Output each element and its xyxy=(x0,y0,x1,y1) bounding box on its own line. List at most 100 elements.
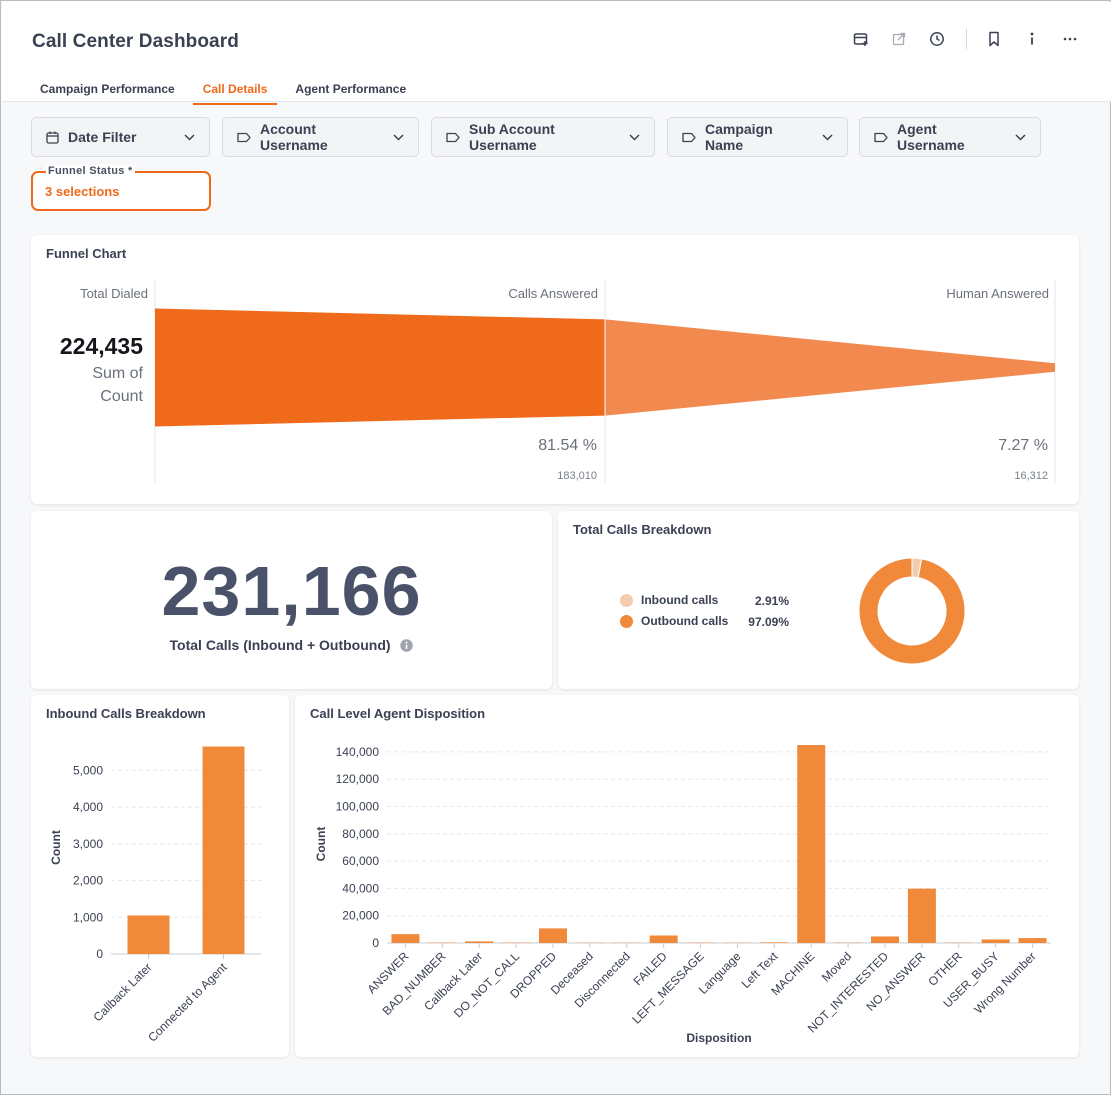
funnel-status-value: 3 selections xyxy=(45,184,120,199)
disposition-ytick-label: 0 xyxy=(372,936,379,950)
disposition-xtick-label: DO_NOT_CALL xyxy=(451,949,522,1020)
disposition-xtick-label: Moved xyxy=(819,949,854,984)
disposition-y-axis-title: Count xyxy=(314,827,328,862)
inbound-ytick-label: 1,000 xyxy=(73,910,103,924)
agent-username-label: Agent Username xyxy=(897,121,965,153)
funnel-total-sub-line2: Count xyxy=(100,388,143,405)
funnel-chart-card: Funnel Chart Total Dialed 224,435 Sum of… xyxy=(31,235,1079,504)
inbound-calls-bar-chart: 0 1,000 2,000 3,000 4,000 5,000 Callback Later… xyxy=(49,746,261,1045)
agent-disposition-bar-chart: 0 20,000 40,000 60,000 80,000 100,000 120,000 1… xyxy=(314,745,1051,1045)
chevron-down-icon xyxy=(383,133,404,141)
chevron-down-icon xyxy=(174,133,195,141)
sub-account-username-label: Sub Account Username xyxy=(469,121,555,153)
disposition-ytick-label: 80,000 xyxy=(342,827,379,841)
tag-icon xyxy=(682,132,696,143)
legend-pct-outbound: 97.09% xyxy=(748,615,789,629)
chevron-down-icon xyxy=(619,133,640,141)
account-username-label: Account Username xyxy=(260,121,328,153)
tab-bar: Campaign Performance Call Details Agent … xyxy=(30,76,424,105)
inbound-ytick-label: 4,000 xyxy=(73,800,103,814)
total-calls-breakdown-title: Total Calls Breakdown xyxy=(573,522,712,537)
disposition-bar[interactable] xyxy=(981,939,1010,943)
tab-agent-performance[interactable]: Agent Performance xyxy=(295,82,407,96)
external-link-icon[interactable] xyxy=(888,28,910,50)
donut-chart xyxy=(858,557,966,665)
funnel-pct-calls-answered: 81.54 % xyxy=(538,437,597,454)
agent-disposition-title: Call Level Agent Disposition xyxy=(310,706,486,721)
inbound-ytick-label: 3,000 xyxy=(73,837,103,851)
funnel-count-human-answered: 16,312 xyxy=(1014,470,1048,482)
funnel-status-select[interactable]: Funnel Status * 3 selections xyxy=(31,165,211,211)
clock-icon[interactable] xyxy=(926,28,948,50)
inbound-xtick-label: Callback Later xyxy=(90,960,154,1024)
tab-campaign-performance[interactable]: Campaign Performance xyxy=(40,82,175,96)
funnel-total-value: 224,435 xyxy=(59,333,143,359)
agent-username-filter[interactable]: Agent Username xyxy=(859,117,1041,157)
inbound-bar[interactable] xyxy=(127,915,170,954)
disposition-bar[interactable] xyxy=(465,941,494,943)
bookmark-icon[interactable] xyxy=(983,28,1005,50)
campaign-name-label: Campaign Name xyxy=(705,121,773,153)
disposition-xtick-label: BAD_NUMBER xyxy=(380,949,449,1018)
donut-slice-outbound[interactable] xyxy=(858,557,966,665)
disposition-ytick-label: 100,000 xyxy=(336,799,380,813)
funnel-segment-total-to-answered[interactable] xyxy=(155,308,605,427)
disposition-bar[interactable] xyxy=(539,928,567,943)
page-title: Call Center Dashboard xyxy=(32,31,239,52)
date-filter[interactable]: Date Filter xyxy=(31,117,210,157)
legend-label-inbound: Inbound calls xyxy=(641,593,719,607)
funnel-pct-human-answered: 7.27 % xyxy=(998,437,1048,454)
disposition-bar[interactable] xyxy=(871,936,899,943)
legend-outbound[interactable]: Outbound calls xyxy=(620,614,728,628)
calendar-add-icon[interactable] xyxy=(850,28,872,50)
funnel-stage-label-total-dialed: Total Dialed xyxy=(80,286,148,301)
total-calls-label-text: Total Calls (Inbound + Outbound) xyxy=(169,637,391,653)
agent-disposition-card: Call Level Agent Disposition 0 20,000 40,0… xyxy=(295,695,1079,1057)
inbound-calls-breakdown-card: Inbound Calls Breakdown 0 1,000 2,000 3,000… xyxy=(31,695,289,1057)
disposition-ytick-label: 40,000 xyxy=(342,881,379,895)
total-calls-breakdown-card: Total Calls Breakdown Inbound calls 2.91… xyxy=(558,511,1079,689)
chevron-down-icon xyxy=(812,133,833,141)
inbound-ytick-label: 0 xyxy=(96,947,103,961)
legend-inbound[interactable]: Inbound calls xyxy=(620,593,718,607)
disposition-bar[interactable] xyxy=(760,942,789,943)
funnel-chart xyxy=(154,279,1056,483)
tab-call-details[interactable]: Call Details xyxy=(192,76,278,105)
disposition-x-axis-title: Disposition xyxy=(686,1031,751,1045)
disposition-bar[interactable] xyxy=(649,935,678,943)
account-username-filter[interactable]: Account Username xyxy=(222,117,419,157)
legend-pct-inbound: 2.91% xyxy=(754,594,789,608)
funnel-segment-answered-to-human[interactable] xyxy=(605,319,1055,416)
date-filter-label: Date Filter xyxy=(68,129,137,145)
info-circle-icon[interactable] xyxy=(400,639,414,655)
disposition-bar[interactable] xyxy=(1018,938,1047,943)
campaign-name-filter[interactable]: Campaign Name xyxy=(667,117,848,157)
tag-icon xyxy=(446,132,460,143)
inbound-y-axis-title: Count xyxy=(49,830,63,865)
legend-dot-outbound xyxy=(620,614,633,628)
tag-icon xyxy=(237,132,251,143)
inbound-xtick-label: Connected to Agent xyxy=(145,960,230,1045)
disposition-bar[interactable] xyxy=(797,745,826,943)
inbound-ytick-label: 5,000 xyxy=(73,763,103,777)
inbound-ytick-label: 2,000 xyxy=(73,874,103,888)
sub-account-username-filter[interactable]: Sub Account Username xyxy=(431,117,655,157)
chevron-down-icon xyxy=(1005,133,1026,141)
funnel-stage-label-human-answered: Human Answered xyxy=(946,286,1049,301)
disposition-bar[interactable] xyxy=(907,888,936,943)
disposition-ytick-label: 60,000 xyxy=(342,854,379,868)
more-icon[interactable] xyxy=(1059,28,1081,50)
funnel-total-sub: Sum of Count xyxy=(92,362,143,408)
inbound-bar[interactable] xyxy=(202,746,245,954)
total-calls-value: 231,166 xyxy=(161,552,422,630)
disposition-ytick-label: 20,000 xyxy=(342,909,379,923)
disposition-bar[interactable] xyxy=(391,934,420,943)
disposition-ytick-label: 120,000 xyxy=(336,772,380,786)
funnel-total-sub-line1: Sum of xyxy=(92,365,143,382)
funnel-stage-label-calls-answered: Calls Answered xyxy=(508,286,598,301)
legend-label-outbound: Outbound calls xyxy=(641,614,729,628)
total-calls-label: Total Calls (Inbound + Outbound) xyxy=(31,637,552,655)
info-icon[interactable] xyxy=(1021,28,1043,50)
funnel-status-label: Funnel Status * xyxy=(46,165,135,177)
